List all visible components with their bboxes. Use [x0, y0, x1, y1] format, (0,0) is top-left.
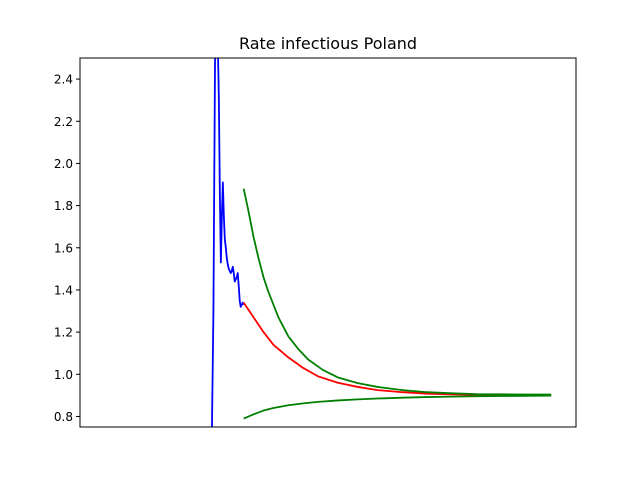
y-tick-label: 2.0 — [54, 157, 73, 171]
plot-frame — [79, 57, 577, 428]
y-tick-label: 1.4 — [54, 283, 73, 297]
y-tick-label: 1.8 — [54, 199, 73, 213]
y-tick-label: 1.2 — [54, 326, 73, 340]
series-line-4 — [243, 394, 552, 420]
y-tick-label: 0.8 — [54, 410, 73, 424]
y-axis: 0.8 1.0 1.2 1.4 1.6 1.8 2.0 2.2 2.4 — [54, 73, 80, 424]
chart-title: Rate infectious Poland — [239, 34, 417, 53]
y-tick-label: 1.6 — [54, 241, 73, 255]
series-line-3 — [242, 188, 552, 396]
series-line-1 — [211, 58, 245, 427]
y-tick-label: 1.0 — [54, 368, 73, 382]
plot-area — [211, 58, 552, 427]
y-tick-label: 2.4 — [54, 73, 73, 87]
y-tick-label: 2.2 — [54, 115, 73, 129]
